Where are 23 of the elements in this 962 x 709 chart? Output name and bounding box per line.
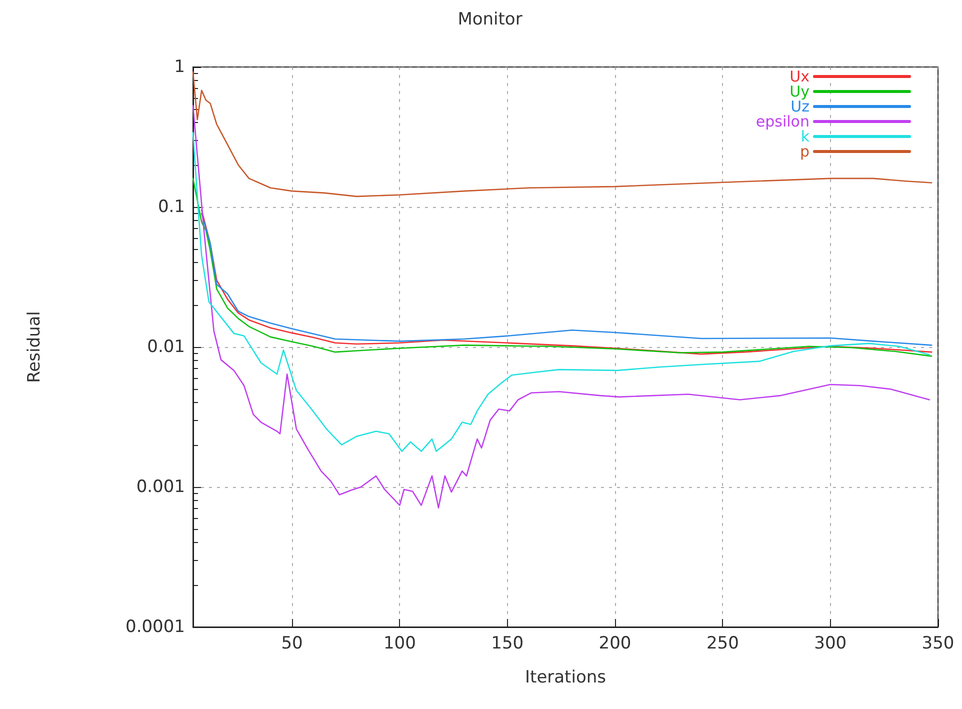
x-axis-title: Iterations [525, 668, 606, 688]
x-tick-label: 150 [491, 634, 524, 654]
chart-title: Monitor [458, 10, 522, 30]
x-tick-label: 200 [598, 634, 632, 654]
text: Uy [790, 82, 810, 100]
y-tick-label: 0.001 [136, 477, 185, 497]
line-series [192, 132, 930, 452]
y-tick-label: 0.1 [158, 197, 185, 217]
y-tick-label: 0.0001 [126, 617, 185, 637]
y-tick-label: 0.01 [147, 337, 185, 357]
y-axis-title: Residual [24, 311, 44, 383]
text: epsilon [756, 112, 810, 130]
x-tick-label: 300 [814, 634, 847, 654]
line-series [192, 71, 932, 198]
text: k [800, 128, 810, 146]
x-tick-label: 250 [706, 634, 739, 654]
x-tick-label: 350 [922, 634, 954, 654]
series-label: p [800, 142, 810, 160]
text: Ux [790, 68, 810, 86]
x-tick-label: 100 [383, 634, 416, 654]
line-series [192, 178, 932, 357]
x-tick-label: 50 [281, 634, 303, 654]
y-tick-label: 1 [174, 57, 185, 77]
